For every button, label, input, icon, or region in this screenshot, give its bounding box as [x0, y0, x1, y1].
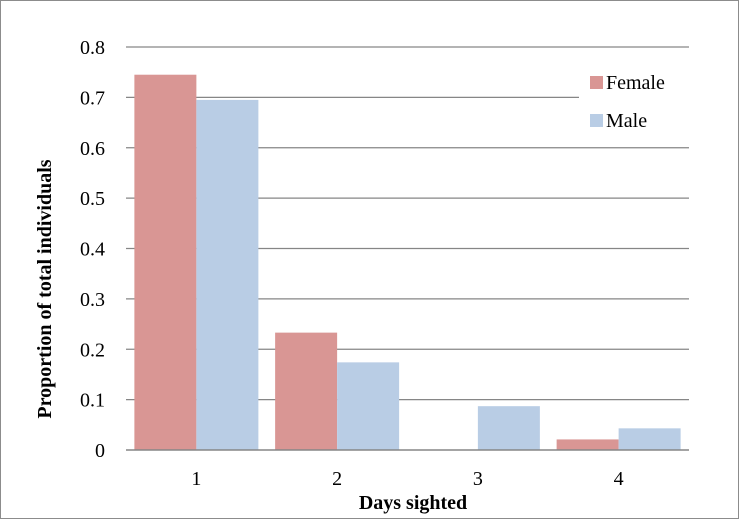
- x-tick-label: 3: [473, 468, 483, 490]
- y-axis-label: Proportion of total individuals: [34, 159, 56, 418]
- x-tick-label: 2: [332, 468, 342, 490]
- legend-swatch-female: [590, 76, 603, 89]
- bar-male-2: [337, 362, 400, 450]
- legend-label-male: Male: [606, 110, 647, 132]
- bar-female-2: [275, 332, 338, 450]
- y-tick-label: 0.2: [80, 339, 105, 361]
- y-tick-label: 0: [95, 440, 105, 462]
- legend: Female Male: [579, 64, 691, 134]
- bar-female-1: [134, 74, 197, 451]
- y-tick-label: 0.5: [80, 188, 105, 210]
- bar-male-3: [477, 406, 540, 450]
- y-tick-label: 0.7: [80, 87, 105, 109]
- legend-swatch-male: [590, 114, 603, 127]
- y-tick-label: 0.6: [80, 138, 105, 160]
- bar-male-4: [618, 428, 681, 450]
- x-tick-label: 1: [191, 468, 201, 490]
- y-axis-ticks: 0 0.1 0.2 0.3 0.4 0.5 0.6 0.7 0.8: [80, 37, 105, 462]
- x-axis-label: Days sighted: [359, 492, 467, 514]
- y-tick-label: 0.1: [80, 390, 105, 412]
- y-tick-label: 0.8: [80, 37, 105, 59]
- legend-label-female: Female: [606, 72, 665, 94]
- bar-male-1: [196, 99, 259, 451]
- y-tick-label: 0.4: [80, 239, 105, 261]
- x-axis-ticks: 1 2 3 4: [191, 468, 623, 490]
- bars: [134, 74, 681, 451]
- y-tick-label: 0.3: [80, 289, 105, 311]
- x-tick-label: 4: [614, 468, 624, 490]
- bar-female-4: [556, 439, 619, 450]
